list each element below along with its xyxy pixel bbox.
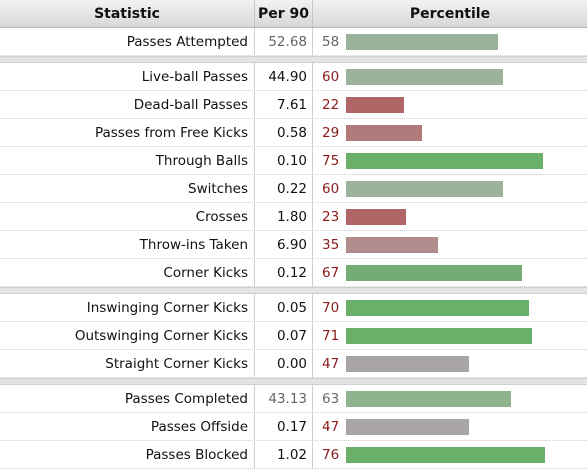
percentile-cell: 71 (313, 322, 587, 349)
table-row: Passes Offside 0.17 47 (0, 413, 587, 441)
table-row: Passes Blocked 1.02 76 (0, 441, 587, 469)
per90-value: 0.05 (255, 294, 313, 321)
per90-value: 0.12 (255, 259, 313, 286)
percentile-bar (346, 328, 532, 344)
percentile-cell: 70 (313, 294, 587, 321)
percentile-value: 35 (322, 236, 340, 253)
statistic-label: Inswinging Corner Kicks (0, 294, 255, 321)
percentile-bar (346, 356, 469, 372)
per90-value: 0.10 (255, 147, 313, 174)
percentile-value: 58 (322, 33, 340, 50)
statistic-label: Passes Completed (0, 385, 255, 412)
table-row: Passes Attempted 52.68 58 (0, 28, 587, 56)
percentile-bar (346, 69, 503, 85)
percentile-cell: 63 (313, 385, 587, 412)
table-row: Live-ball Passes 44.90 60 (0, 63, 587, 91)
table-row: Crosses 1.80 23 (0, 203, 587, 231)
statistic-label: Straight Corner Kicks (0, 350, 255, 377)
table-body: Passes Attempted 52.68 58 Live-ball Passes 4… (0, 28, 587, 469)
percentile-cell: 75 (313, 147, 587, 174)
table-row: Through Balls 0.10 75 (0, 147, 587, 175)
per90-value: 6.90 (255, 231, 313, 258)
percentile-cell: 29 (313, 119, 587, 146)
percentile-value: 29 (322, 124, 340, 141)
percentile-value: 60 (322, 180, 340, 197)
percentile-cell: 47 (313, 413, 587, 440)
percentile-bar (346, 153, 543, 169)
table-row: Inswinging Corner Kicks 0.05 70 (0, 294, 587, 322)
percentile-value: 63 (322, 390, 340, 407)
percentile-cell: 22 (313, 91, 587, 118)
percentile-value: 75 (322, 152, 340, 169)
percentile-value: 70 (322, 299, 340, 316)
table-row: Switches 0.22 60 (0, 175, 587, 203)
percentile-value: 60 (322, 68, 340, 85)
percentile-value: 76 (322, 446, 340, 463)
percentile-bar (346, 97, 404, 113)
statistic-label: Live-ball Passes (0, 63, 255, 90)
per90-value: 0.22 (255, 175, 313, 202)
per90-value: 0.58 (255, 119, 313, 146)
table-header: Statistic Per 90 Percentile (0, 0, 587, 28)
table-row: Passes from Free Kicks 0.58 29 (0, 119, 587, 147)
percentile-bar (346, 265, 522, 281)
group-separator (0, 56, 587, 63)
header-per90[interactable]: Per 90 (255, 0, 313, 27)
percentile-bar (346, 181, 503, 197)
percentile-value: 47 (322, 355, 340, 372)
percentile-bar (346, 419, 469, 435)
percentile-cell: 60 (313, 63, 587, 90)
percentile-cell: 47 (313, 350, 587, 377)
table-row: Straight Corner Kicks 0.00 47 (0, 350, 587, 378)
header-percentile[interactable]: Percentile (409, 5, 491, 22)
table-row: Outswinging Corner Kicks 0.07 71 (0, 322, 587, 350)
percentile-cell: 35 (313, 231, 587, 258)
per90-value: 0.17 (255, 413, 313, 440)
per90-value: 52.68 (255, 28, 313, 55)
per90-value: 43.13 (255, 385, 313, 412)
percentile-bar (346, 34, 498, 50)
header-statistic[interactable]: Statistic (0, 0, 255, 27)
statistic-label: Throw-ins Taken (0, 231, 255, 258)
statistic-label: Passes Offside (0, 413, 255, 440)
statistic-label: Passes Attempted (0, 28, 255, 55)
percentile-bar (346, 447, 545, 463)
table-row: Passes Completed 43.13 63 (0, 385, 587, 413)
percentile-value: 71 (322, 327, 340, 344)
statistic-label: Through Balls (0, 147, 255, 174)
per90-value: 1.80 (255, 203, 313, 230)
statistic-label: Outswinging Corner Kicks (0, 322, 255, 349)
table-row: Throw-ins Taken 6.90 35 (0, 231, 587, 259)
percentile-value: 22 (322, 96, 340, 113)
percentile-bar (346, 125, 422, 141)
per90-value: 1.02 (255, 441, 313, 468)
statistic-label: Dead-ball Passes (0, 91, 255, 118)
percentile-cell: 23 (313, 203, 587, 230)
per90-value: 0.07 (255, 322, 313, 349)
per90-value: 7.61 (255, 91, 313, 118)
per90-value: 0.00 (255, 350, 313, 377)
per90-value: 44.90 (255, 63, 313, 90)
percentile-bar (346, 300, 529, 316)
table-row: Dead-ball Passes 7.61 22 (0, 91, 587, 119)
percentile-bar (346, 237, 438, 253)
percentile-value: 47 (322, 418, 340, 435)
percentile-cell: 60 (313, 175, 587, 202)
percentile-cell: 58 (313, 28, 587, 55)
percentile-bar (346, 209, 406, 225)
percentile-value: 67 (322, 264, 340, 281)
percentile-bar (346, 391, 511, 407)
percentile-cell: 67 (313, 259, 587, 286)
statistic-label: Crosses (0, 203, 255, 230)
table-row: Corner Kicks 0.12 67 (0, 259, 587, 287)
statistic-label: Switches (0, 175, 255, 202)
statistic-label: Passes Blocked (0, 441, 255, 468)
percentile-value: 23 (322, 208, 340, 225)
percentile-cell: 76 (313, 441, 587, 468)
group-separator (0, 287, 587, 294)
statistic-label: Corner Kicks (0, 259, 255, 286)
group-separator (0, 378, 587, 385)
statistic-label: Passes from Free Kicks (0, 119, 255, 146)
